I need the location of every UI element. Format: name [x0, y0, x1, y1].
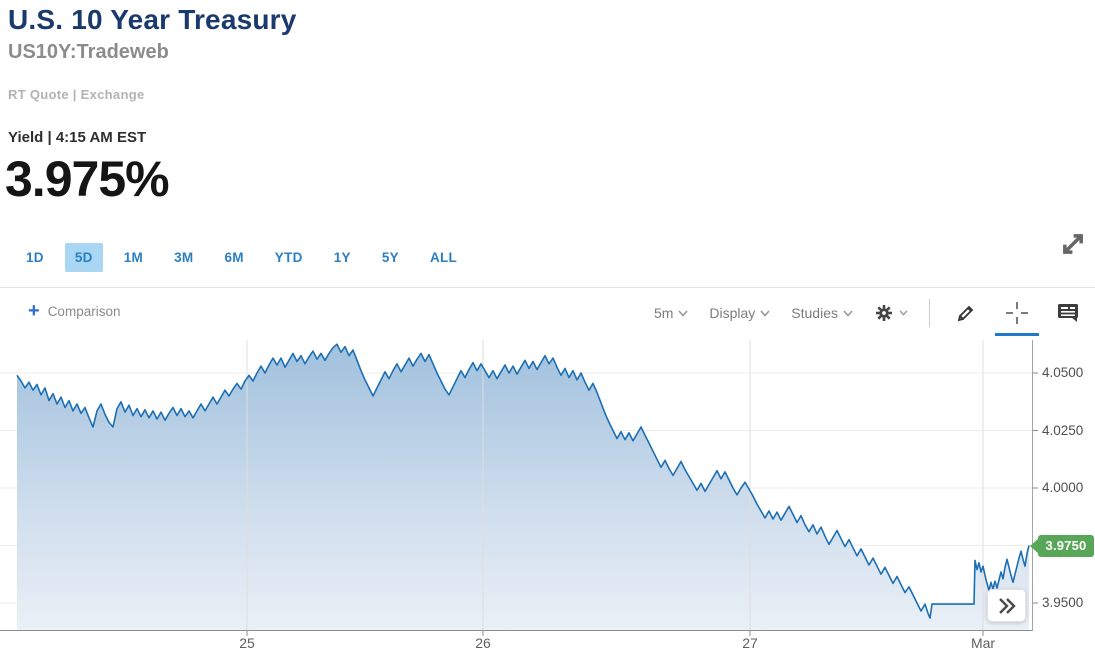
tab-3m[interactable]: 3M: [174, 250, 194, 265]
more-panel-button[interactable]: [987, 589, 1026, 622]
x-axis-label: 26: [475, 635, 491, 651]
double-chevron-right-icon: [998, 597, 1016, 614]
yield-timestamp-label: Yield | 4:15 AM EST: [8, 129, 147, 146]
display-label: Display: [709, 305, 756, 321]
display-dropdown[interactable]: Display: [709, 305, 770, 321]
chevron-down-icon: [899, 310, 908, 316]
yield-value: 3.975%: [5, 151, 170, 207]
tab-1m[interactable]: 1M: [123, 250, 144, 265]
y-axis-label: 4.0000: [1042, 480, 1084, 495]
quote-type-label: RT Quote | Exchange: [8, 87, 145, 102]
tab-all[interactable]: ALL: [429, 250, 458, 265]
tab-5y[interactable]: 5Y: [381, 250, 399, 265]
x-axis-label: Mar: [970, 635, 996, 651]
gear-icon: [876, 305, 892, 321]
crosshair-icon: [1006, 302, 1028, 324]
crosshair-active-indicator: [995, 333, 1039, 336]
tab-5d[interactable]: 5D: [64, 243, 103, 272]
area-fill: [17, 344, 1029, 631]
y-axis-label: 3.9500: [1042, 595, 1084, 610]
chart-toolbar: + Comparison 5m Display Studies: [0, 288, 1095, 338]
page-title: U.S. 10 Year Treasury: [8, 4, 297, 35]
axes: [0, 340, 1033, 631]
interval-label: 5m: [653, 305, 674, 321]
chevron-down-icon: [843, 309, 853, 317]
diagonal-expand-icon: [1063, 234, 1083, 254]
chart-settings-dropdown[interactable]: [874, 303, 908, 323]
comment-panel-icon: [1058, 304, 1078, 322]
pencil-icon: [957, 305, 974, 322]
yield-chart[interactable]: 4.0500 4.0250 4.0000 3.9500 3.9750 25 26…: [0, 340, 1095, 652]
instrument-symbol: US10Y:Tradeweb: [8, 41, 169, 63]
crosshair-tool-button[interactable]: [995, 288, 1039, 338]
tab-1y[interactable]: 1Y: [333, 250, 351, 265]
range-tab-bar: 1D 5D 1M 3M 6M YTD 1Y 5Y ALL: [16, 243, 467, 272]
comparison-label: Comparison: [47, 303, 121, 319]
yield-line: [16, 343, 1030, 619]
plus-icon: +: [28, 300, 40, 322]
tab-1d[interactable]: 1D: [26, 250, 44, 265]
chevron-down-icon: [678, 309, 688, 317]
add-comparison-button[interactable]: + Comparison: [28, 300, 121, 322]
chart-canvas: [0, 340, 1038, 636]
interval-dropdown[interactable]: 5m: [654, 305, 688, 321]
x-axis-label: 27: [742, 635, 758, 651]
draw-tool-button[interactable]: [951, 288, 981, 338]
toolbar-divider-line: [0, 287, 1095, 288]
toolbar-controls: 5m Display Studies: [654, 288, 1083, 338]
y-axis-label: 4.0250: [1042, 422, 1084, 438]
expand-chart-button[interactable]: [1059, 230, 1087, 258]
chevron-down-icon: [760, 309, 770, 317]
studies-dropdown[interactable]: Studies: [791, 305, 853, 321]
studies-label: Studies: [791, 305, 838, 321]
y-axis-label: 4.0500: [1042, 365, 1084, 380]
x-axis-label: 25: [239, 635, 255, 651]
toolbar-vertical-divider: [929, 299, 930, 327]
tab-ytd[interactable]: YTD: [274, 250, 303, 265]
tab-6m[interactable]: 6M: [224, 250, 244, 265]
vertical-gridlines: [246, 340, 984, 631]
annotations-button[interactable]: [1053, 288, 1083, 338]
last-price-badge: 3.9750: [1030, 534, 1094, 557]
